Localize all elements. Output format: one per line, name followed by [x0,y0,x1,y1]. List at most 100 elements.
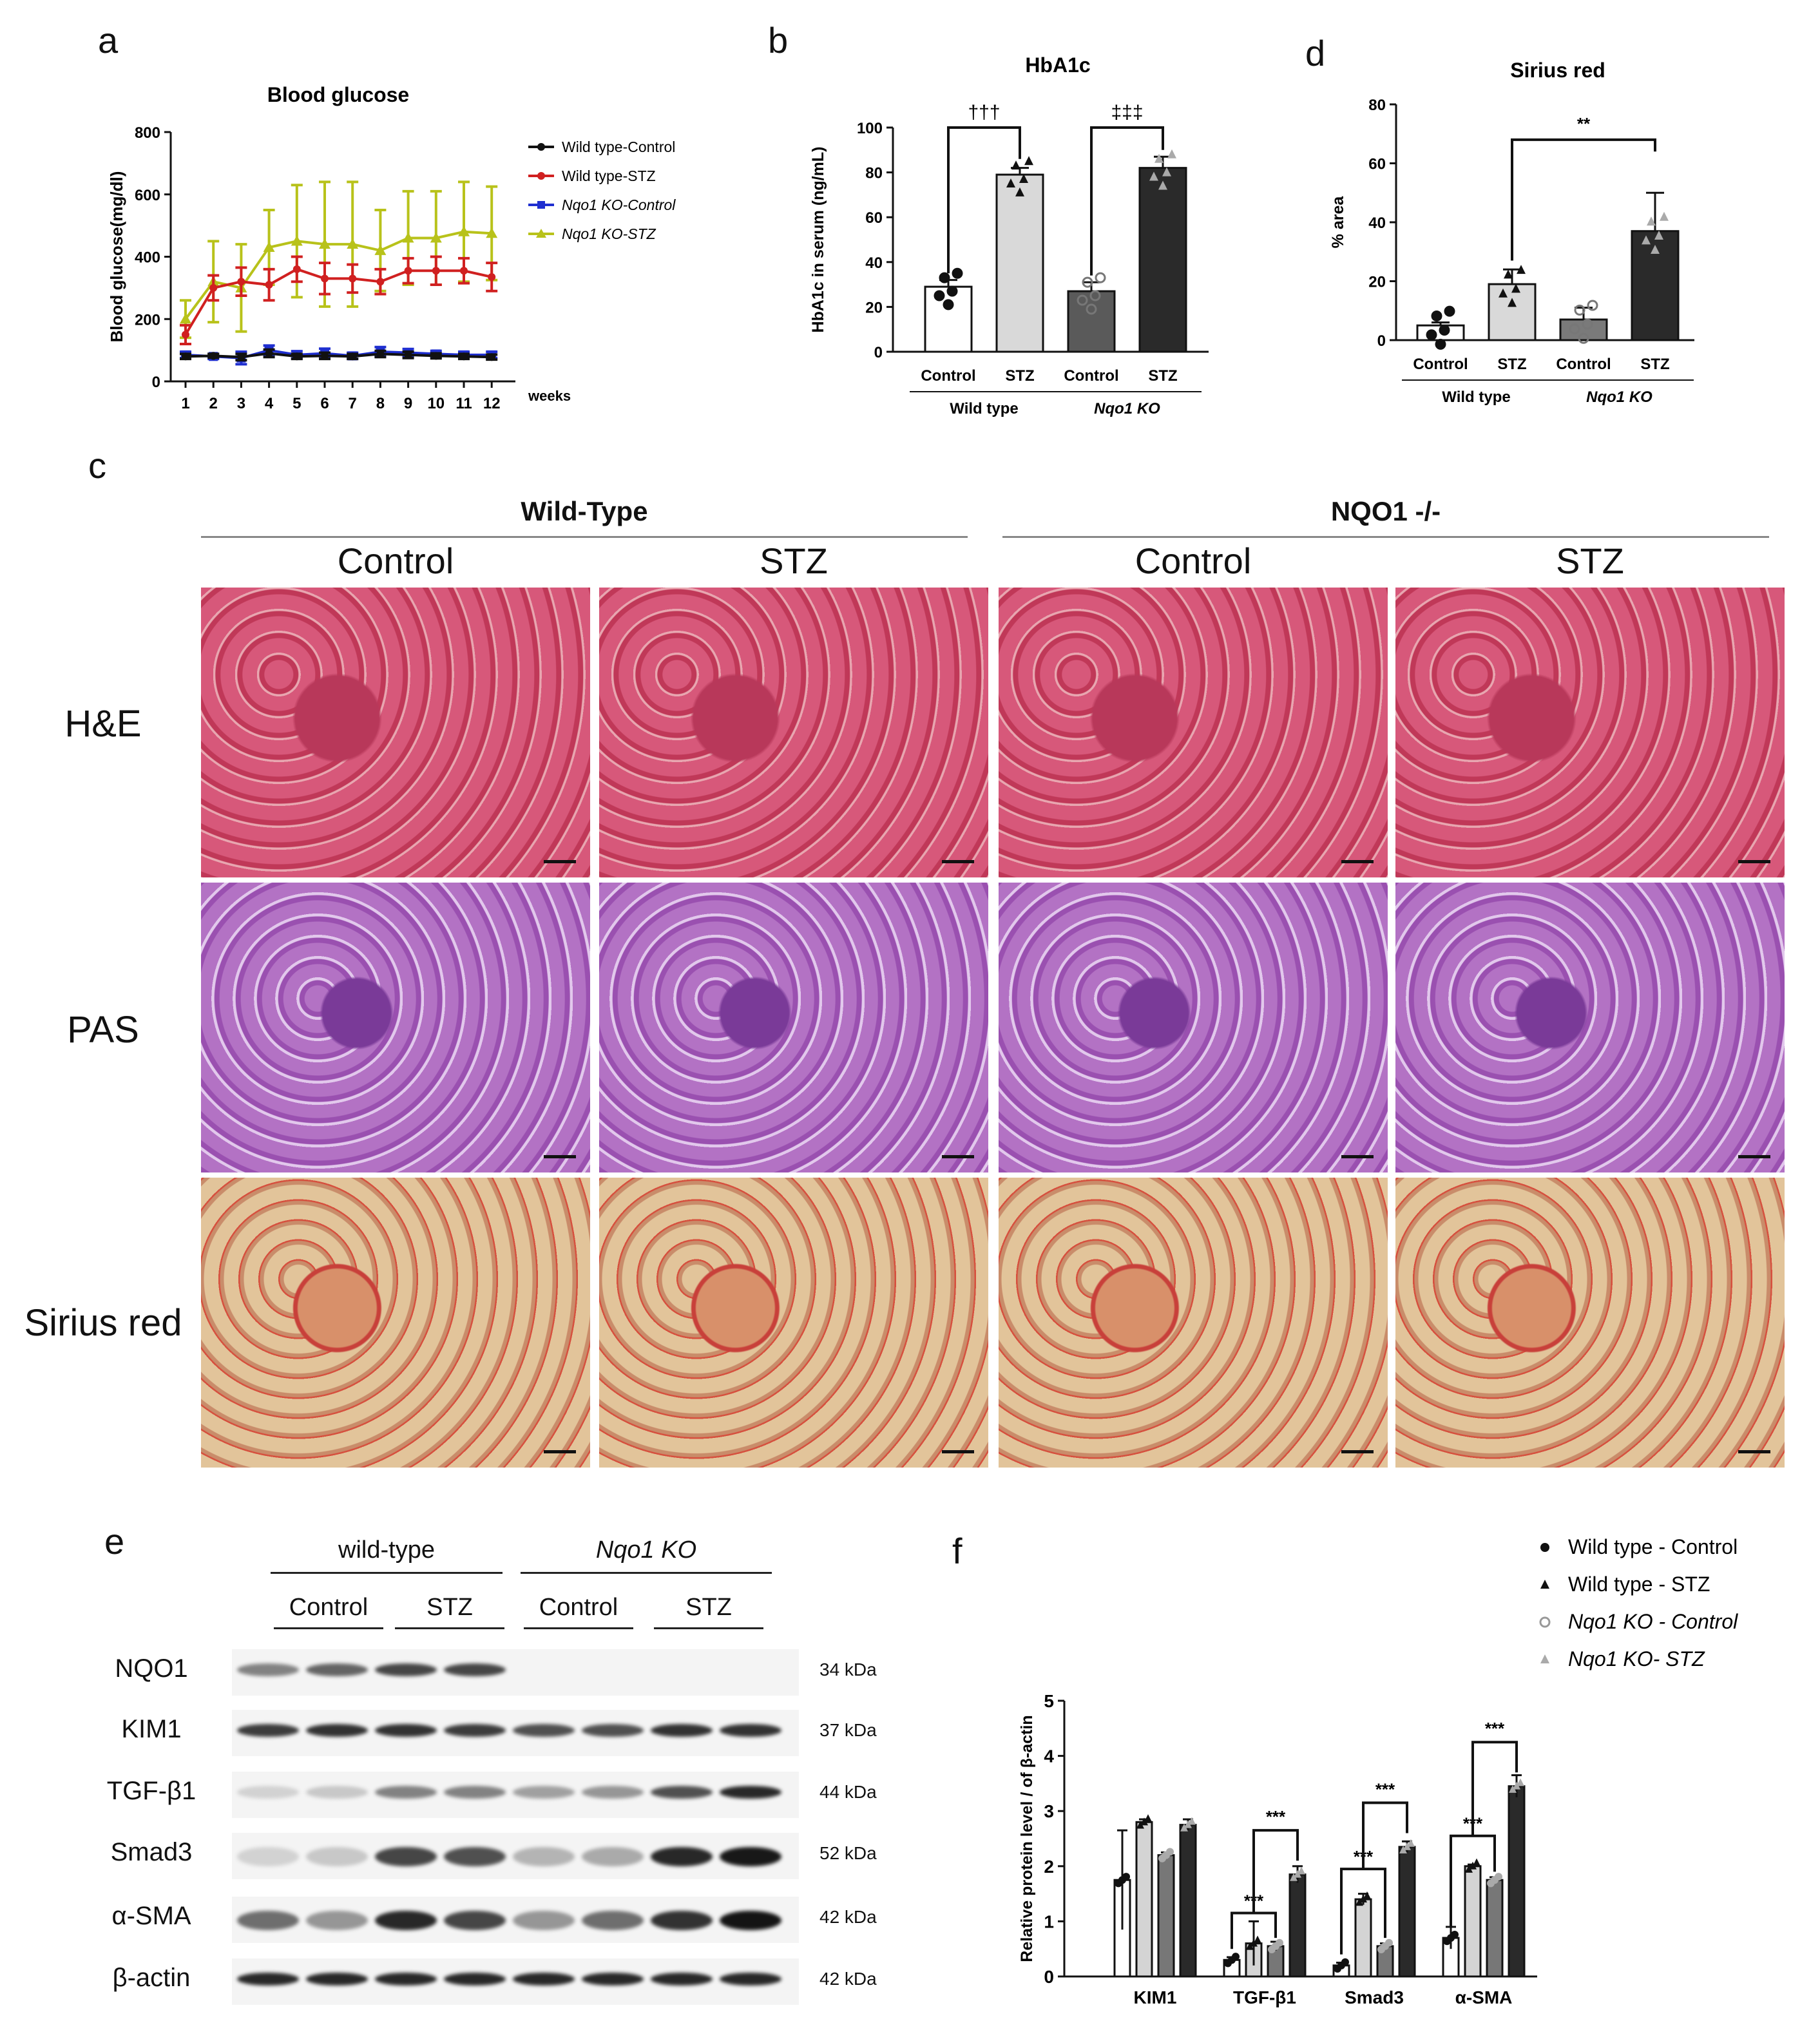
bar [1135,1821,1153,1978]
data-point [1495,1873,1502,1881]
data-point [1166,1848,1174,1856]
data-point [1569,323,1580,335]
micrograph-he [201,588,590,877]
x-tick-label: 6 [320,395,329,412]
data-point [1587,300,1598,311]
blot-band [651,1724,713,1737]
data-point [209,283,218,292]
condition-line [524,1627,633,1629]
data-point [1341,1958,1349,1966]
blot-band [375,1847,437,1866]
y-tick-label: 400 [135,249,160,267]
data-point [432,267,440,275]
data-point [180,313,191,324]
scale-bar [1341,1155,1374,1158]
data-point [1499,288,1508,298]
x-tick-label: 3 [237,395,245,412]
data-point [1015,187,1024,196]
y-tick-label: 0 [1044,1967,1054,1987]
panel-letter-c: c [88,445,106,486]
scale-bar [942,1450,974,1453]
x-tick-label: STZ [1005,367,1034,385]
blot-band [306,1973,368,1986]
bar [1067,290,1116,353]
significance-bracket [1511,138,1656,261]
data-point [1250,1938,1258,1947]
data-point [265,349,273,358]
legend-label: Nqo1 KO- STZ [1568,1647,1705,1670]
blot-band [306,1847,368,1866]
data-point [1385,1938,1393,1947]
data-point [1144,1814,1152,1823]
row-label: PAS [67,1009,139,1051]
blot-band [720,1786,781,1799]
data-point [1517,265,1526,274]
blot-row-label: Smad3 [110,1838,193,1866]
significance-label: *** [1485,1719,1505,1738]
scale-bar [544,1155,576,1158]
x-tick-label: STZ [1497,356,1526,373]
blot-row-label: α-SMA [111,1902,191,1930]
legend-label: Nqo1 KO-STZ [562,225,656,242]
blot-band [375,1973,437,1986]
group-label: Nqo1 KO [1586,388,1652,406]
y-tick-label: 0 [1377,332,1386,350]
scale-bar [1341,1450,1374,1453]
blot-band [582,1724,644,1737]
bar [1179,1824,1197,1978]
significance-bracket [1090,126,1164,276]
micrograph-pas [201,883,590,1172]
blot-band [237,1786,299,1799]
blot-band [306,1911,368,1930]
x-tick-label: KIM1 [1134,1987,1177,2007]
data-point [1290,1873,1298,1881]
blot-band [375,1911,437,1930]
blot-band [306,1786,368,1799]
data-point [1298,1866,1305,1875]
legend-marker [537,201,545,209]
data-point [460,267,468,275]
legend-marker [1539,1616,1551,1628]
data-point [182,352,189,361]
column-label: Control [1135,541,1252,581]
y-tick-label: 200 [135,311,160,329]
data-point [1647,216,1656,226]
significance-bracket [1252,1829,1299,1913]
y-tick-label: 20 [865,299,883,316]
scale-bar [1738,860,1770,863]
data-point [404,267,412,275]
blot-band [237,1663,299,1676]
blot-band [444,1724,506,1737]
data-point [486,227,498,238]
data-point [1654,231,1663,240]
data-point [402,232,414,243]
data-point [1508,298,1517,307]
data-point [182,330,189,339]
y-tick-label: 5 [1044,1691,1054,1711]
data-point [1426,329,1437,341]
x-tick-label: 7 [349,395,357,412]
data-point [1469,1861,1477,1870]
data-point [1660,211,1669,221]
data-point [1082,276,1093,288]
data-point [934,290,945,301]
column-label: Control [337,541,454,581]
condition-line [274,1627,383,1629]
data-point [237,278,245,286]
legend-marker [1540,1543,1549,1552]
blot-band [237,1724,299,1737]
significance-label: ††† [968,102,1000,123]
group-title-nqo1: NQO1 -/- [1330,496,1441,526]
micrograph-sirius-red [1395,1178,1785,1468]
x-tick-label: STZ [1640,356,1669,373]
y-tick-label: 3 [1044,1801,1054,1821]
data-point [952,267,963,279]
x-tick-label: Control [1413,356,1468,373]
data-point [1651,245,1660,254]
significance-bracket [1471,1741,1518,1836]
blot-band [513,1911,575,1930]
bar [1398,1846,1416,1978]
micrograph-he [999,588,1388,877]
series-line [185,352,492,359]
